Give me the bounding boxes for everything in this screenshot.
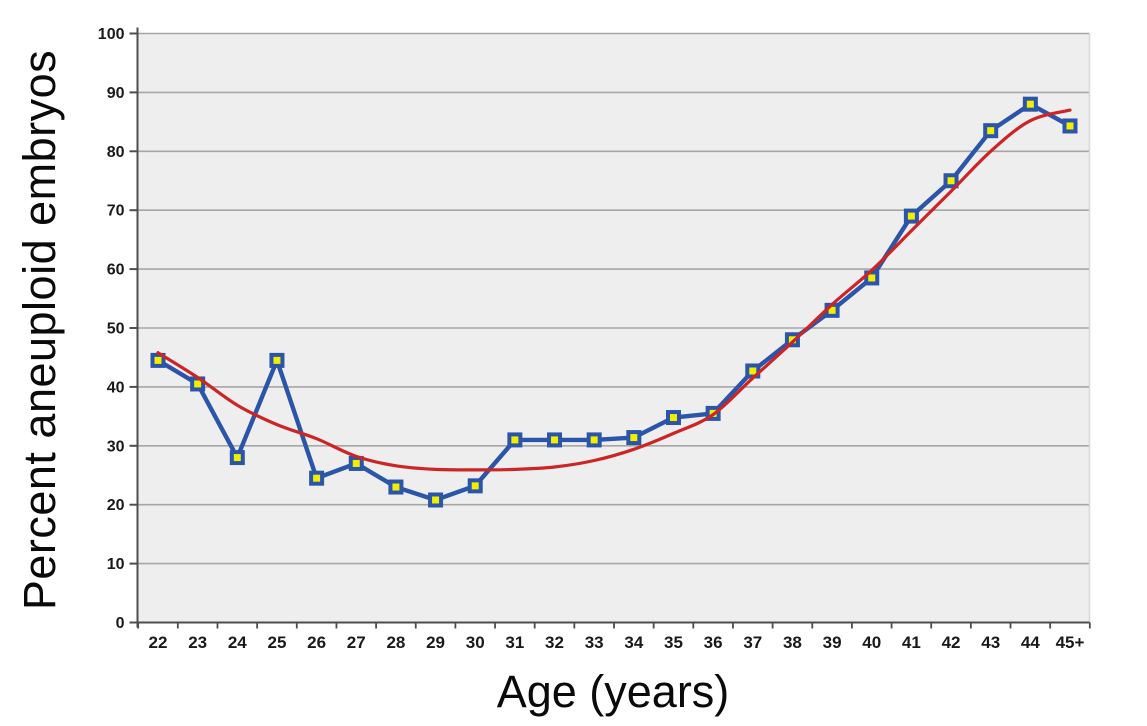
y-tick-label-50: 50	[107, 321, 125, 338]
x-tick-label-23: 23	[188, 633, 207, 652]
y-tick-label-0: 0	[116, 615, 125, 632]
marker-age-32	[547, 432, 563, 448]
marker-age-43	[983, 123, 999, 139]
y-tick-label-80: 80	[107, 144, 125, 161]
x-tick-label-34: 34	[624, 633, 643, 652]
x-tick-label-37: 37	[743, 633, 762, 652]
marker-age-30	[467, 478, 483, 494]
x-tick-label-33: 33	[585, 633, 604, 652]
x-tick-label-35: 35	[664, 633, 683, 652]
x-tick-label-22: 22	[149, 633, 168, 652]
marker-age-34	[626, 430, 642, 446]
y-tick-label-30: 30	[107, 438, 125, 455]
y-tick-label-20: 20	[107, 497, 125, 514]
y-tick-label-10: 10	[107, 556, 125, 573]
series-trend-line	[156, 108, 1072, 472]
y-tick-label-70: 70	[107, 203, 125, 220]
marker-age-42	[943, 173, 959, 189]
marker-age-22	[150, 352, 166, 368]
marker-age-31	[507, 432, 523, 448]
x-tick-label-26: 26	[307, 633, 326, 652]
x-tick-label-27: 27	[347, 633, 366, 652]
x-tick-label-25: 25	[267, 633, 286, 652]
x-tick-label-44: 44	[1021, 633, 1040, 652]
marker-age-26	[309, 470, 325, 486]
x-tick-label-29: 29	[426, 633, 445, 652]
x-tick-label-32: 32	[545, 633, 564, 652]
marker-age-44	[1022, 96, 1038, 112]
marker-age-27	[348, 455, 364, 471]
x-tick-label-41: 41	[902, 633, 921, 652]
marker-age-41	[903, 208, 919, 224]
y-tick-label-90: 90	[107, 85, 125, 102]
x-tick-label-36: 36	[704, 633, 723, 652]
x-tick-label-31: 31	[505, 633, 524, 652]
x-tick-label-43: 43	[981, 633, 1000, 652]
marker-age-35	[665, 410, 681, 426]
marker-age-33	[586, 432, 602, 448]
x-axis-title: Age (years)	[496, 666, 730, 717]
y-tick-label-60: 60	[107, 262, 125, 279]
x-tick-label-40: 40	[862, 633, 881, 652]
x-tick-label-30: 30	[466, 633, 485, 652]
x-tick-label-28: 28	[386, 633, 405, 652]
x-tick-label-39: 39	[823, 633, 842, 652]
marker-age-28	[388, 479, 404, 495]
marker-age-25	[269, 352, 285, 368]
marker-age-45+	[1062, 118, 1078, 134]
x-tick-label-45+: 45+	[1056, 633, 1085, 652]
x-tick-label-24: 24	[228, 633, 247, 652]
x-tick-label-38: 38	[783, 633, 802, 652]
y-tick-label-40: 40	[107, 379, 125, 396]
marker-age-38	[784, 332, 800, 348]
marker-age-29	[428, 492, 444, 508]
x-tick-label-42: 42	[942, 633, 961, 652]
y-tick-label-100: 100	[98, 26, 125, 43]
marker-age-24	[229, 450, 245, 466]
